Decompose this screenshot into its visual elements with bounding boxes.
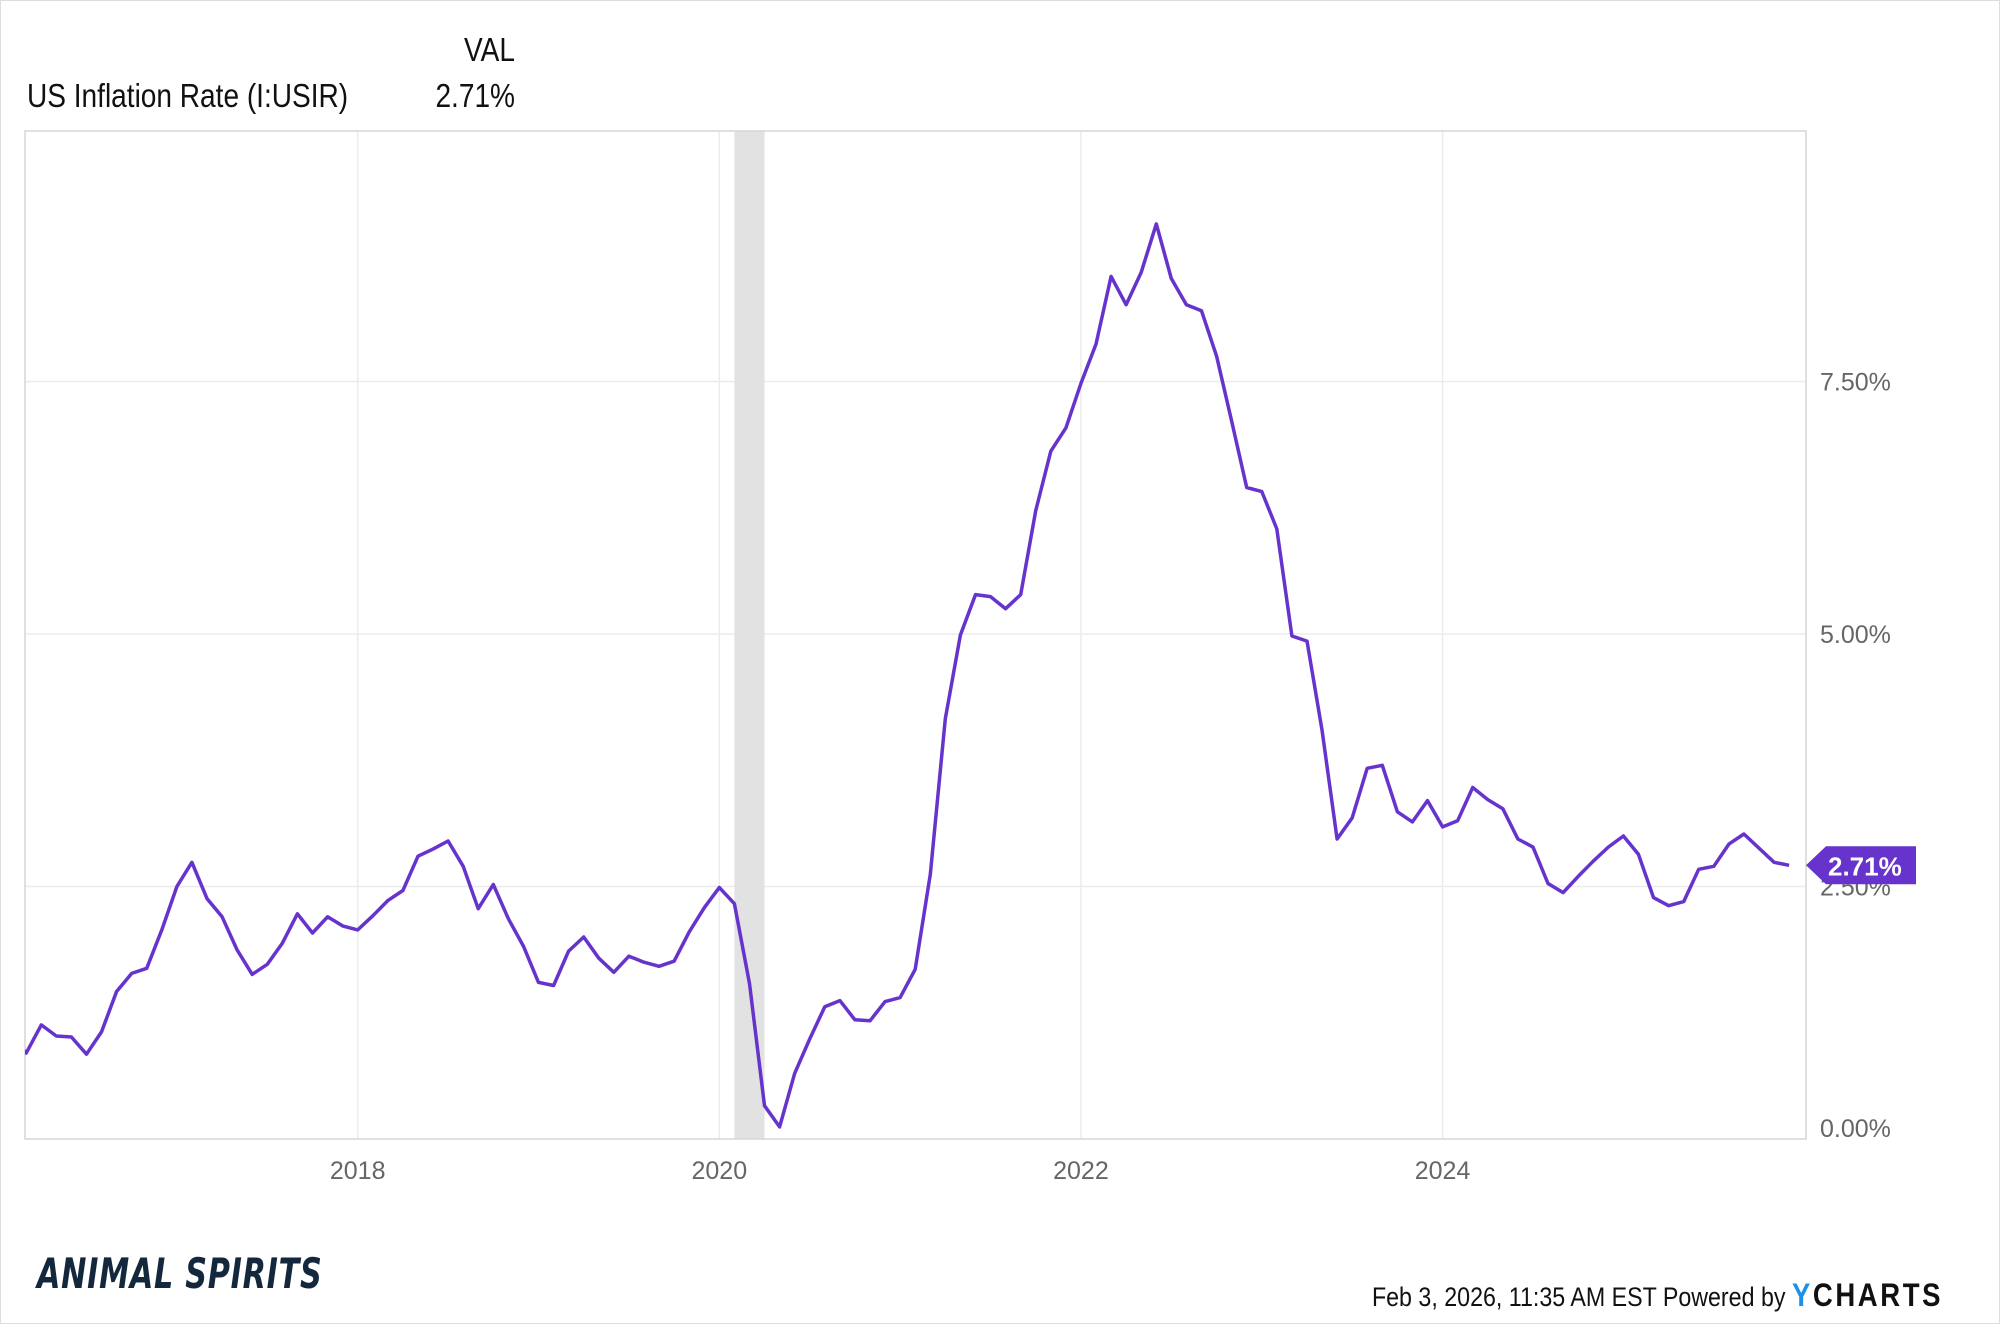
series-line-group [25,222,1790,1129]
footer-attribution: Feb 3, 2026, 11:35 AM EST Powered by YCH… [1372,1277,1943,1314]
y-tick-label: 7.50% [1820,368,1891,396]
legend-column-header: VAL [464,31,515,68]
grid-lines [25,131,1806,1139]
y-axis-ticks: 0.00%2.50%5.00%7.50% [1820,368,1891,1143]
legend-series-name[interactable]: US Inflation Rate (I:USIR) [27,77,349,114]
y-tick-label: 5.00% [1820,621,1891,649]
x-tick-label: 2020 [692,1157,748,1185]
x-tick-label: 2024 [1415,1157,1471,1185]
series-line [25,222,1790,1129]
plot-frame [24,130,1807,1140]
last-value-badge [1806,846,1916,885]
x-tick-label: 2018 [330,1157,386,1185]
recession-bands [734,131,765,1139]
last-value-marker: 2.71% [1806,846,1916,885]
y-tick-label: 0.00% [1820,1115,1891,1143]
ycharts-logo[interactable]: YCHARTS [1791,1277,1943,1313]
animal-spirits-logo: ANIMAL SPIRITS [37,1249,323,1298]
last-value-label: 2.71% [1828,851,1902,881]
x-tick-label: 2022 [1053,1157,1109,1185]
x-axis-ticks: 2018 2020 2022 2024 [330,1157,1471,1185]
recession-band [734,131,765,1139]
powered-by-label: Powered by [1662,1282,1786,1312]
legend-series-value: 2.71% [435,77,515,114]
timestamp: Feb 3, 2026, 11:35 AM EST [1371,1282,1657,1312]
